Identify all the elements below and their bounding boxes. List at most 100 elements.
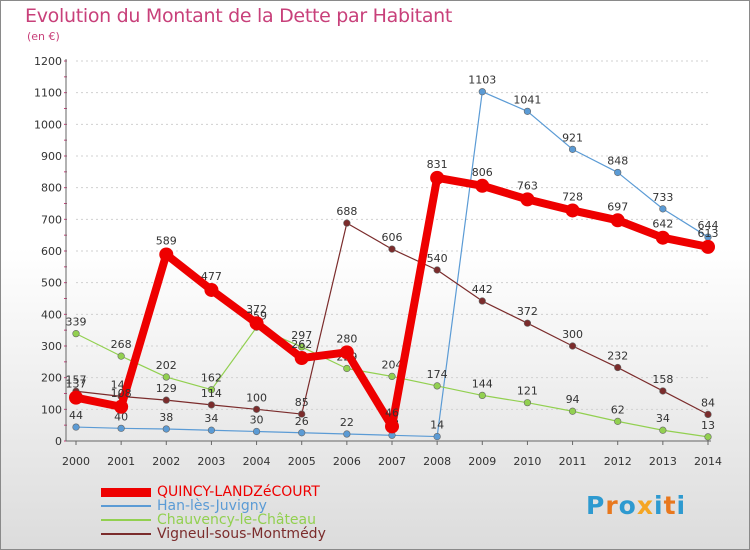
- legend-swatch: [101, 519, 151, 521]
- data-point: [343, 430, 351, 438]
- data-label: 262: [291, 338, 312, 351]
- data-point: [520, 192, 535, 207]
- data-point: [659, 426, 667, 434]
- data-label: 202: [156, 359, 177, 372]
- data-label: 688: [336, 205, 357, 218]
- data-label: 442: [472, 283, 493, 296]
- data-label: 1041: [513, 93, 541, 106]
- logo-letter: r: [605, 491, 619, 520]
- data-point: [385, 419, 399, 434]
- legend-label: Vigneul-sous-Montmédy: [157, 526, 326, 542]
- data-label: 589: [156, 234, 177, 247]
- data-point: [659, 205, 667, 213]
- data-label: 921: [562, 131, 583, 144]
- data-label: 733: [652, 191, 673, 204]
- data-point: [478, 88, 486, 96]
- data-point: [568, 145, 577, 153]
- data-label: 372: [517, 305, 538, 318]
- data-label: 174: [427, 368, 448, 381]
- logo-letter: o: [618, 491, 637, 520]
- data-label: 62: [611, 403, 625, 416]
- data-point: [298, 429, 306, 437]
- data-label: 26: [295, 415, 309, 428]
- data-point: [614, 168, 622, 177]
- y-tick-label: 400: [41, 308, 62, 321]
- x-tick-label: 2004: [243, 455, 271, 468]
- y-tick-label: 600: [41, 245, 62, 258]
- x-tick-label: 2012: [604, 455, 632, 468]
- data-point: [72, 330, 80, 338]
- data-label: 94: [566, 393, 580, 406]
- data-point: [655, 230, 670, 245]
- data-label: 100: [246, 391, 267, 404]
- data-point: [565, 203, 580, 218]
- data-point: [704, 410, 712, 419]
- logo-letter: t: [663, 491, 677, 520]
- data-point: [339, 345, 354, 360]
- data-point: [207, 401, 216, 409]
- x-tick-label: 2003: [197, 455, 225, 468]
- data-point: [343, 219, 351, 227]
- data-point: [117, 424, 125, 432]
- data-label: 339: [66, 316, 87, 329]
- data-label: 157: [66, 373, 87, 386]
- data-point: [207, 386, 216, 394]
- data-label: 22: [340, 416, 354, 429]
- legend-label: Chauvency-le-Château: [157, 512, 316, 528]
- data-label: 114: [201, 387, 222, 400]
- data-point: [294, 351, 309, 366]
- data-label: 46: [385, 406, 399, 419]
- data-point: [162, 396, 170, 404]
- data-point: [343, 364, 351, 373]
- data-point: [610, 213, 625, 228]
- x-tick-label: 2002: [152, 455, 180, 468]
- data-point: [388, 245, 396, 253]
- legend-swatch: [101, 505, 151, 507]
- data-point: [568, 342, 577, 350]
- data-point: [388, 372, 396, 381]
- data-label: 85: [295, 396, 309, 409]
- data-label: 697: [607, 200, 628, 213]
- data-point: [204, 282, 219, 297]
- data-point: [252, 405, 261, 413]
- data-label: 613: [698, 227, 719, 240]
- data-point: [523, 319, 532, 327]
- logo-letter: x: [636, 491, 654, 520]
- y-tick-label: 900: [41, 150, 62, 163]
- data-point: [159, 247, 174, 262]
- data-label: 30: [250, 414, 264, 427]
- data-label: 606: [382, 231, 403, 244]
- y-tick-label: 1000: [34, 118, 62, 131]
- chart-unit: (en €): [27, 30, 60, 43]
- data-point: [72, 423, 80, 431]
- data-label: 34: [656, 412, 670, 425]
- y-tick-label: 500: [41, 277, 62, 290]
- data-label: 728: [562, 190, 583, 203]
- data-label: 372: [246, 303, 267, 316]
- data-label: 44: [69, 409, 83, 422]
- x-tick-label: 2014: [694, 455, 722, 468]
- data-label: 108: [111, 387, 132, 400]
- data-label: 763: [517, 179, 538, 192]
- y-tick-label: 200: [41, 372, 62, 385]
- data-point: [298, 410, 306, 418]
- data-label: 34: [204, 412, 218, 425]
- legend-label: Han-lès-Juvigny: [157, 498, 267, 514]
- data-point: [704, 433, 712, 441]
- data-label: 806: [472, 166, 493, 179]
- data-label: 137: [66, 378, 87, 391]
- x-tick-label: 2008: [423, 455, 451, 468]
- data-label: 297: [291, 329, 312, 342]
- x-tick-label: 2000: [62, 455, 90, 468]
- y-tick-label: 700: [41, 213, 62, 226]
- data-point: [207, 426, 216, 434]
- data-label: 121: [517, 385, 538, 398]
- data-point: [433, 432, 441, 441]
- data-point: [430, 170, 445, 185]
- data-label: 40: [114, 410, 128, 423]
- x-tick-label: 2005: [288, 455, 316, 468]
- y-tick-label: 800: [41, 182, 62, 195]
- data-point: [614, 417, 622, 425]
